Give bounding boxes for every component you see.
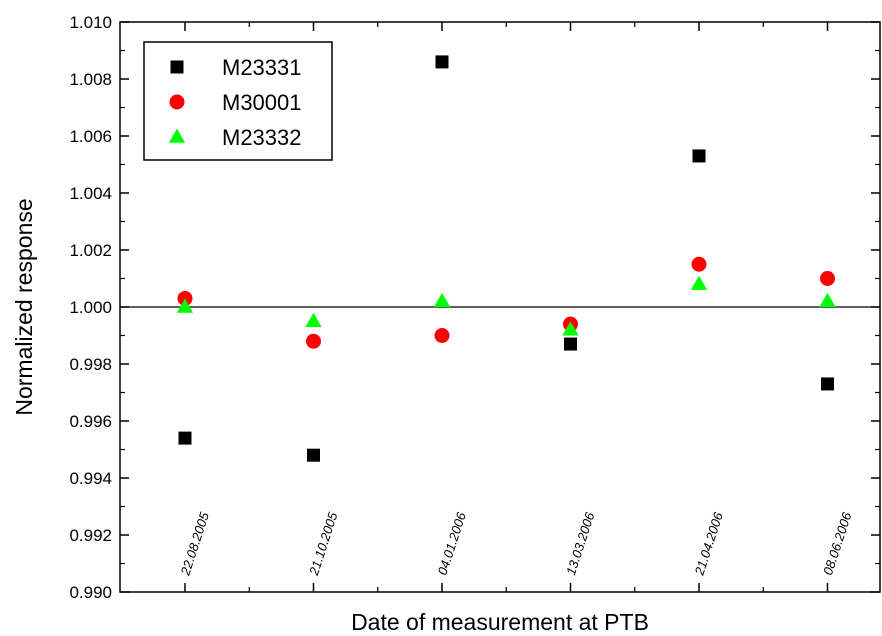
legend-marker-M23331 xyxy=(170,60,184,74)
y-tick-label: 1.006 xyxy=(69,127,112,146)
point-M23332 xyxy=(433,292,451,308)
legend: M23331 M30001 M23332 xyxy=(143,41,333,161)
x-axis-title: Date of measurement at PTB xyxy=(351,609,649,635)
point-M23331 xyxy=(821,377,834,391)
y-tick-label: 1.004 xyxy=(69,184,112,203)
point-M23332 xyxy=(562,321,579,336)
point-M30001 xyxy=(177,290,193,306)
date-label: 22.08.2005 xyxy=(177,510,212,578)
point-M23331 xyxy=(178,431,192,445)
point-M30001 xyxy=(820,271,835,286)
point-M23332 xyxy=(819,292,836,308)
date-label: 21.04.2006 xyxy=(691,510,726,578)
legend-label: M23331 xyxy=(222,55,302,80)
legend-marker-M23332 xyxy=(168,128,186,143)
y-tick-labels: 0.990 0.992 0.994 0.996 0.998 1.000 1.002 1.004… xyxy=(69,13,112,602)
point-M23332 xyxy=(690,275,708,290)
point-M30001 xyxy=(434,328,450,343)
date-label: 13.03.2006 xyxy=(563,510,598,577)
data-points xyxy=(176,55,836,462)
point-M23331 xyxy=(564,337,577,351)
y-tick-label: 1.008 xyxy=(69,70,112,89)
legend-marker-M30001 xyxy=(169,94,185,110)
point-M30001 xyxy=(691,256,707,272)
date-label: 21.10.2005 xyxy=(306,510,341,578)
y-tick-label: 0.994 xyxy=(69,469,112,488)
point-M23331 xyxy=(435,55,449,69)
date-label: 04.01.2006 xyxy=(435,510,470,577)
y-tick-label: 0.998 xyxy=(69,355,112,374)
y-tick-label: 0.996 xyxy=(69,412,112,431)
x-category-labels: 22.08.2005 21.10.2005 04.01.2006 13.03.2006… xyxy=(177,510,854,578)
y-tick-label: 1.010 xyxy=(69,13,112,32)
point-M23332 xyxy=(176,298,194,313)
point-M23331 xyxy=(307,448,320,462)
date-label: 08.06.2006 xyxy=(820,510,855,577)
y-tick-label: 0.992 xyxy=(69,526,112,545)
point-M30001 xyxy=(306,333,321,349)
legend-label: M23332 xyxy=(222,125,302,150)
point-M23331 xyxy=(692,149,706,163)
legend-label: M30001 xyxy=(222,90,302,115)
point-M23332 xyxy=(305,312,322,327)
y-axis-title: Normalized response xyxy=(11,198,37,415)
y-tick-label: 1.000 xyxy=(69,298,112,317)
y-tick-label: 1.002 xyxy=(69,241,112,260)
y-tick-label: 0.990 xyxy=(69,583,112,602)
